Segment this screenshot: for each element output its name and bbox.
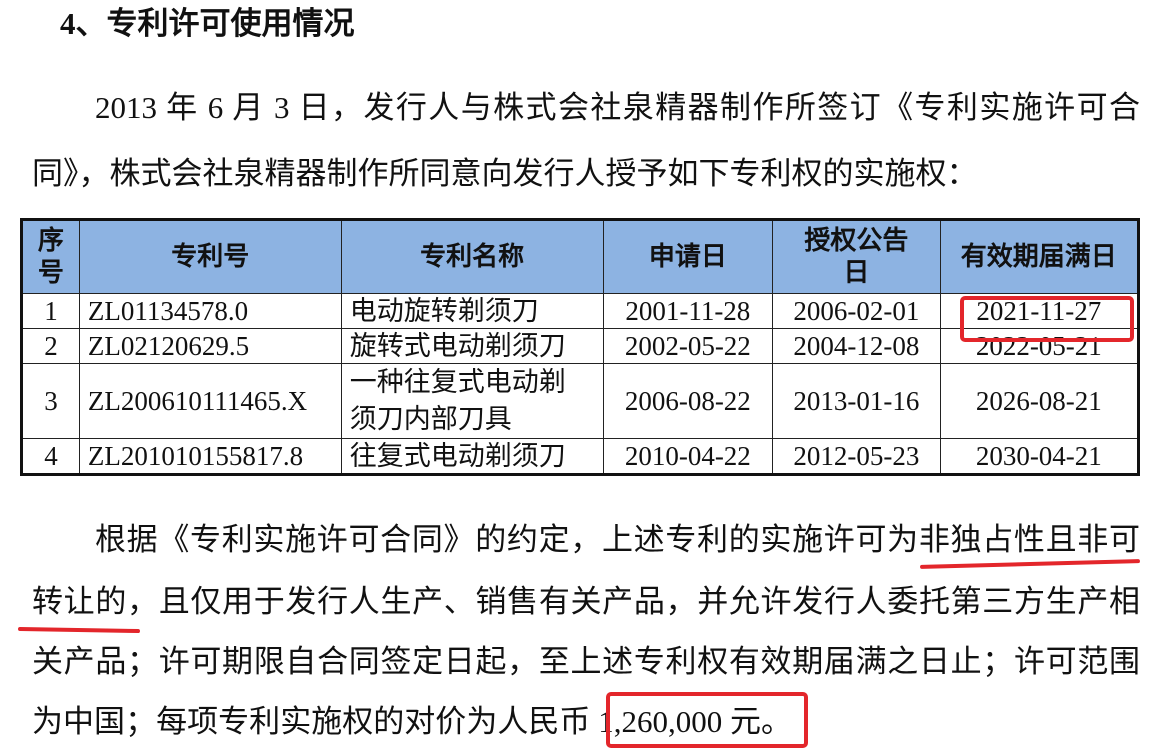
cell-patent-no: ZL201010155817.8 [78,438,342,475]
table-row: 4 ZL201010155817.8 往复式电动剃须刀 2010-04-22 2… [21,438,1140,475]
col-header-index: 序号 [21,219,80,294]
cell-grant-date: 2006-02-01 [772,293,941,329]
cell-grant-date: 2012-05-23 [772,438,941,475]
cell-expiry-date: 2022-05-21 [939,328,1140,364]
cell-expiry-date: 2030-04-21 [939,438,1140,475]
cell-patent-name: 旋转式电动剃须刀 [340,328,604,364]
cell-index: 1 [21,293,80,329]
cell-expiry-date: 2026-08-21 [939,363,1140,439]
cell-patent-no: ZL02120629.5 [78,328,342,364]
col-header-grant-date: 授权公告日 [772,219,941,294]
para1-line: 2013 年 6 月 3 日，发行人与株式会社泉精器制作所签订《专利实施许可合 [95,90,1140,125]
para2-line: 转让的，且仅用于发行人生产、销售有关产品，并允许发行人委托第三方生产相 [32,584,1140,619]
cell-patent-name: 电动旋转剃须刀 [340,293,604,329]
cell-index: 2 [21,328,80,364]
section-heading: 4、专利许可使用情况 [60,6,355,41]
cell-apply-date: 2006-08-22 [602,363,774,439]
col-header-apply-date: 申请日 [602,219,774,294]
cell-patent-name: 往复式电动剃须刀 [340,438,604,475]
highlight-underline-non-transferable [17,626,141,634]
table-row: 3 ZL200610111465.X 一种往复式电动剃须刀内部刀具 2006-0… [21,363,1140,439]
table-row: 2 ZL02120629.5 旋转式电动剃须刀 2002-05-22 2004-… [21,328,1140,364]
cell-index: 3 [21,363,80,439]
cell-patent-no: ZL200610111465.X [78,363,342,439]
para2-line: 根据《专利实施许可合同》的约定，上述专利的实施许可为非独占性且非可 [95,522,1140,557]
cell-grant-date: 2004-12-08 [772,328,941,364]
cell-grant-date: 2013-01-16 [772,363,941,439]
col-header-patent-name: 专利名称 [340,219,604,294]
cell-patent-name: 一种往复式电动剃须刀内部刀具 [340,363,604,439]
para2-line: 为中国；每项专利实施权的对价为人民币 1,260,000 元。 [32,704,792,739]
para2-line: 关产品；许可期限自合同签定日起，至上述专利权有效期届满之日止；许可范围 [32,644,1140,679]
cell-apply-date: 2001-11-28 [602,293,774,329]
col-header-patent-no: 专利号 [78,219,342,294]
patent-table: 序号 专利号 专利名称 申请日 授权公告日 有效期届满日 1 ZL0113457… [20,218,1140,476]
highlight-box-price [606,692,808,748]
cell-apply-date: 2002-05-22 [602,328,774,364]
para1-line: 同》，株式会社泉精器制作所同意向发行人授予如下专利权的实施权： [32,156,978,191]
cell-patent-no: ZL01134578.0 [78,293,342,329]
col-header-expiry-date: 有效期届满日 [939,219,1140,294]
highlight-underline-non-exclusive [919,559,1141,569]
cell-apply-date: 2010-04-22 [602,438,774,475]
table-header-row: 序号 专利号 专利名称 申请日 授权公告日 有效期届满日 [21,219,1140,294]
highlight-box-expiry-date [960,296,1134,342]
cell-index: 4 [21,438,80,475]
